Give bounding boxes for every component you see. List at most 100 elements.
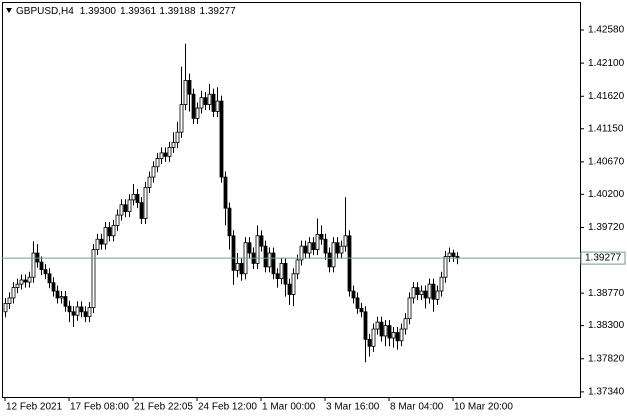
candle-body [7, 297, 12, 304]
candle-body [155, 158, 160, 168]
candle-body [47, 273, 52, 284]
candle-body [307, 242, 312, 254]
header: GBPUSD,H4 1.39300 1.39361 1.39188 1.39277 [16, 6, 236, 17]
x-tick-label: 1 Mar 00:00 [262, 402, 316, 413]
candle-body [447, 252, 452, 257]
candle-body [239, 263, 244, 275]
candle-body [427, 283, 432, 299]
candle-body [135, 193, 140, 204]
candle-body [359, 307, 364, 313]
y-tick-label: 1.42100 [588, 58, 625, 69]
candle-body [147, 176, 152, 188]
candle-body [315, 234, 320, 251]
y-tick-label: 1.40200 [588, 189, 625, 200]
candle-body [343, 235, 348, 247]
candle-body [407, 297, 412, 320]
x-tick-label: 10 Mar 20:00 [454, 402, 513, 413]
candle-body [219, 100, 224, 178]
y-tick-label: 1.38770 [588, 288, 625, 299]
header-arrow [6, 8, 12, 13]
candle-body [235, 263, 240, 271]
candle-body [263, 245, 268, 268]
candle-body [151, 166, 156, 178]
candle-body [259, 235, 264, 247]
candle-body [79, 306, 84, 313]
candle-body [399, 328, 404, 342]
candle-body [179, 104, 184, 133]
candle-body [39, 261, 44, 271]
candle-body [215, 100, 220, 112]
candle-body [67, 305, 72, 313]
candle-body [227, 207, 232, 237]
candle-body [139, 202, 144, 219]
candle-body [27, 276, 32, 283]
candle-body [439, 276, 444, 292]
candle-body [167, 146, 172, 157]
candle-body [363, 311, 368, 340]
candle-body [375, 321, 380, 330]
candle-body [35, 252, 40, 263]
candle-body [379, 321, 384, 337]
candle-body [311, 242, 316, 251]
candle-body [115, 214, 120, 226]
symbol: GBPUSD,H4 [16, 6, 74, 17]
candle-body [3, 303, 8, 313]
candle-body [303, 245, 308, 254]
candle-body [355, 297, 360, 309]
x-tick-label: 3 Mar 16:00 [326, 402, 380, 413]
candle-body [143, 187, 148, 219]
candle-body [391, 332, 396, 339]
candle-body [87, 307, 92, 318]
candle-body [419, 290, 424, 295]
y-tick-label: 1.42580 [588, 25, 625, 36]
y-tick-label: 1.41150 [588, 123, 624, 134]
candle-body [199, 97, 204, 109]
candle-body [195, 107, 200, 119]
y-tick-label: 1.37820 [588, 353, 625, 364]
candle-body [383, 325, 388, 337]
candle-body [423, 290, 428, 299]
candle-body [71, 311, 76, 316]
candle-body [323, 238, 328, 254]
x-tick-label: 24 Feb 12:00 [198, 402, 257, 413]
candle-body [119, 204, 124, 216]
candle-body [99, 238, 104, 245]
candle-body [159, 152, 164, 159]
candle-body [75, 306, 80, 316]
candle-body [191, 93, 196, 119]
x-tick-label: 12 Feb 2021 [6, 402, 63, 413]
candle-body [431, 283, 436, 300]
candle-body [11, 287, 16, 299]
candle-body [347, 235, 352, 292]
candle-body [55, 290, 60, 299]
candle-body [123, 204, 128, 213]
y-tick-label: 1.40670 [588, 157, 625, 168]
candle-body [107, 227, 112, 237]
ohlc-label: 1.39361 [120, 6, 157, 17]
candle-body [291, 273, 296, 295]
candle-body [335, 242, 340, 254]
candle-body [299, 245, 304, 261]
y-tick-label: 1.37340 [588, 387, 625, 398]
y-tick-label: 1.38300 [588, 320, 625, 331]
candle-body [91, 249, 96, 309]
candle-body [187, 79, 192, 95]
candle-body [275, 273, 280, 280]
y-tick-label: 1.39720 [588, 222, 625, 233]
candle-body [23, 279, 28, 283]
candle-body [207, 93, 212, 105]
candle-body [327, 252, 332, 268]
candle-body [387, 325, 392, 339]
candle-body [331, 242, 336, 268]
candle-body [51, 282, 56, 292]
candle-body [367, 338, 372, 347]
candle-body [175, 131, 180, 143]
candle-body [403, 318, 408, 330]
candle-body [19, 279, 24, 285]
candle-body [211, 93, 216, 112]
candle-body [43, 269, 48, 275]
candle-body [443, 256, 448, 278]
candle-body [411, 287, 416, 299]
current-price-box [580, 251, 626, 265]
